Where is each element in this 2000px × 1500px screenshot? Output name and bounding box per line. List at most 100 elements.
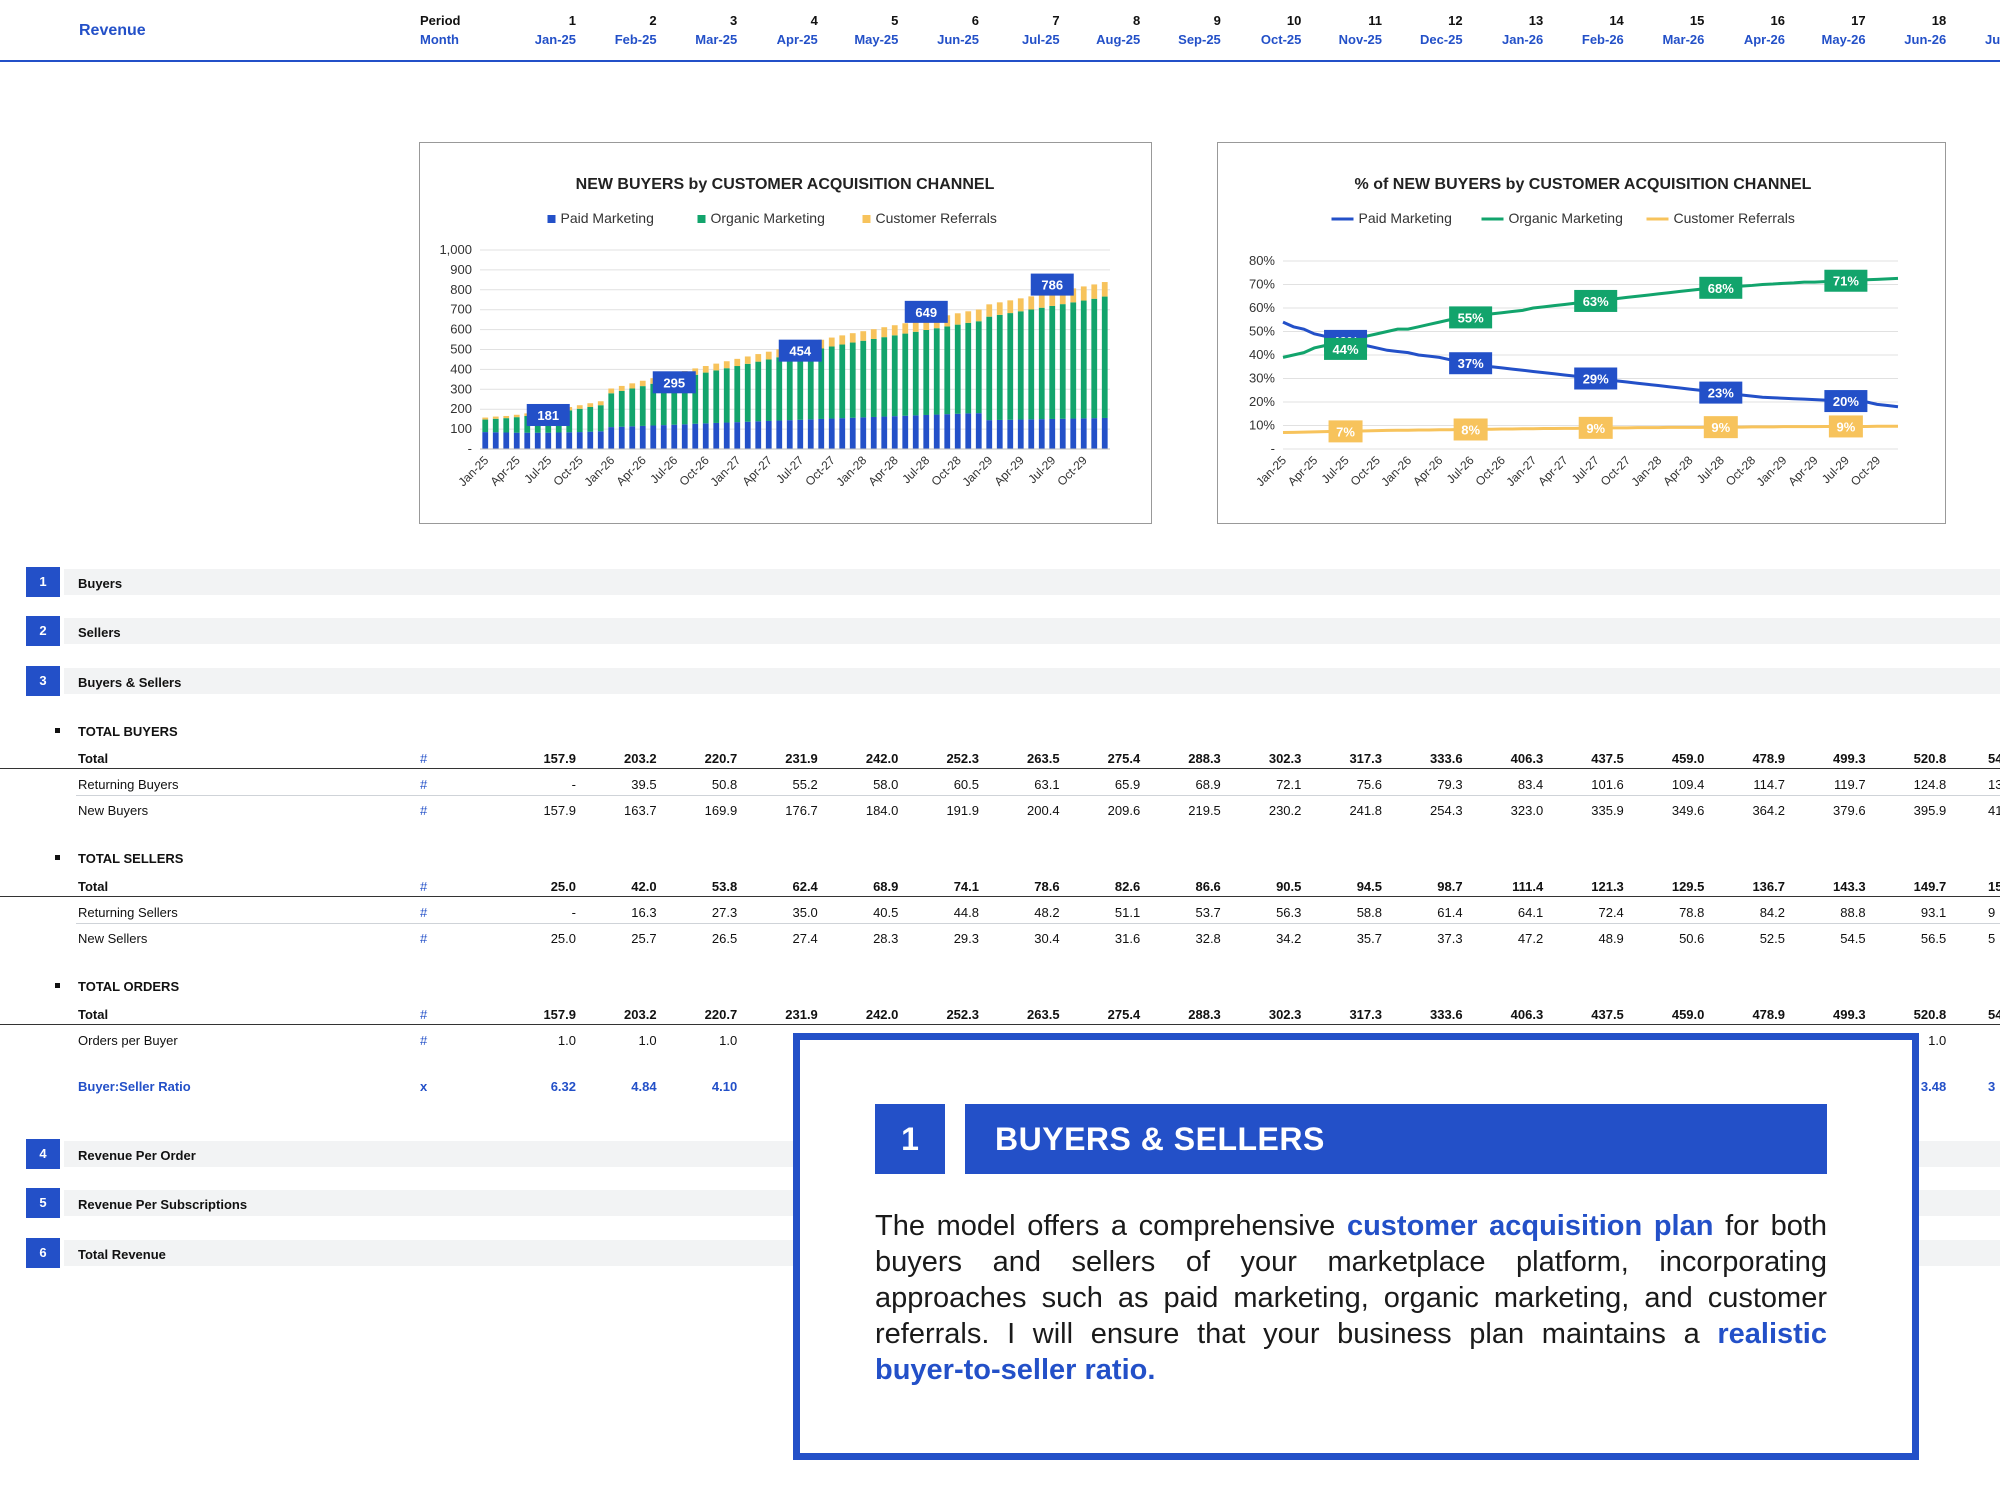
table-cell[interactable]: 58.8 — [1356, 905, 1382, 920]
table-cell[interactable]: 364.2 — [1752, 803, 1785, 818]
table-cell[interactable]: 53.8 — [711, 879, 738, 894]
table-cell[interactable]: 50.8 — [711, 777, 738, 792]
table-row[interactable]: Returning Buyers # - 39.5 50.8 55.2 58.0 60.5 63… — [0, 774, 2000, 794]
table-cell[interactable]: 78.8 — [1679, 905, 1705, 920]
table-cell[interactable]: 35.7 — [1356, 931, 1382, 946]
table-cell[interactable]: 317.3 — [1349, 1007, 1382, 1022]
table-cell[interactable]: 84.2 — [1759, 905, 1785, 920]
table-cell[interactable]: 29.3 — [953, 931, 979, 946]
table-cell[interactable]: 39.5 — [631, 777, 657, 792]
section-buyers-sellers[interactable]: 3 Buyers & Sellers — [26, 666, 2000, 696]
table-cell[interactable]: 68.9 — [873, 879, 899, 894]
table-cell[interactable]: 51.1 — [1114, 905, 1141, 920]
table-cell[interactable]: 56.3 — [1276, 905, 1302, 920]
table-cell[interactable]: 111.4 — [1512, 879, 1544, 894]
table-cell[interactable]: 48.2 — [1034, 905, 1060, 920]
table-cell[interactable]: 406.3 — [1510, 1007, 1544, 1022]
table-cell[interactable]: 520.8 — [1913, 751, 1947, 766]
table-cell[interactable]: 231.9 — [785, 1007, 818, 1022]
table-cell[interactable]: 478.9 — [1752, 1007, 1785, 1022]
table-cell[interactable]: 379.6 — [1833, 803, 1866, 818]
table-cell[interactable]: 242.0 — [865, 751, 899, 766]
table-cell[interactable]: 121.3 — [1591, 879, 1624, 894]
table-cell[interactable]: 41 — [1988, 803, 2000, 818]
table-cell[interactable]: 50.6 — [1679, 931, 1705, 946]
table-cell[interactable]: 93.1 — [1920, 905, 1947, 920]
table-cell[interactable]: 499.3 — [1833, 1007, 1866, 1022]
table-cell[interactable]: 499.3 — [1833, 751, 1866, 766]
table-cell[interactable]: 119.7 — [1834, 777, 1866, 792]
table-cell[interactable]: 15 — [1988, 879, 2000, 894]
section-sellers[interactable]: 2 Sellers — [26, 616, 2000, 646]
table-cell[interactable]: 242.0 — [865, 1007, 899, 1022]
table-cell[interactable]: 98.7 — [1437, 879, 1463, 894]
table-cell[interactable]: 4.10 — [711, 1079, 738, 1094]
table-row[interactable]: New Buyers #157.9 163.7 169.9 176.7 184.0 191.… — [0, 800, 2000, 820]
table-row[interactable]: Returning Sellers # - 16.3 27.3 35.0 40.5 44.8 4… — [0, 902, 2000, 922]
table-cell[interactable]: 335.9 — [1591, 803, 1624, 818]
table-cell[interactable]: 9 — [1988, 905, 1996, 920]
table-cell[interactable]: 101.6 — [1591, 777, 1624, 792]
table-cell[interactable]: 60.5 — [953, 777, 979, 792]
table-cell[interactable]: 35.0 — [792, 905, 818, 920]
table-cell[interactable]: 61.4 — [1437, 905, 1463, 920]
table-cell[interactable]: 48.9 — [1598, 931, 1624, 946]
table-cell[interactable]: 1.0 — [719, 1033, 738, 1048]
table-cell[interactable]: 47.2 — [1517, 931, 1544, 946]
table-cell[interactable]: 191.9 — [946, 803, 979, 818]
table-cell[interactable]: 83.4 — [1517, 777, 1544, 792]
table-cell[interactable]: 25.0 — [550, 879, 576, 894]
table-cell[interactable]: 6.32 — [550, 1079, 576, 1094]
table-cell[interactable]: 68.9 — [1195, 777, 1221, 792]
table-row[interactable]: Orders per Buyer #1.0 1.0 1.0 1.0 — [0, 1030, 2000, 1050]
table-cell[interactable]: 437.5 — [1591, 1007, 1624, 1022]
table-cell[interactable]: 32.8 — [1195, 931, 1221, 946]
table-cell[interactable]: 54.5 — [1840, 931, 1866, 946]
table-cell[interactable]: 349.6 — [1671, 803, 1705, 818]
table-cell[interactable]: 157.9 — [543, 1007, 576, 1022]
table-cell[interactable]: 254.3 — [1430, 803, 1463, 818]
table-cell[interactable]: 263.5 — [1027, 1007, 1060, 1022]
table-cell[interactable]: 1.0 — [557, 1033, 576, 1048]
table-cell[interactable]: 263.5 — [1027, 751, 1060, 766]
table-cell[interactable]: 3.48 — [1920, 1079, 1947, 1094]
table-cell[interactable]: - — [571, 777, 576, 792]
table-cell[interactable]: 30.4 — [1034, 931, 1060, 946]
table-cell[interactable]: 64.1 — [1517, 905, 1544, 920]
table-cell[interactable]: 56.5 — [1920, 931, 1947, 946]
table-cell[interactable]: 25.0 — [550, 931, 576, 946]
table-cell[interactable]: 288.3 — [1188, 751, 1221, 766]
table-cell[interactable]: 28.3 — [873, 931, 899, 946]
table-row[interactable]: Total #157.9 203.2 220.7 231.9 242.0 252.3 263.… — [0, 1004, 2000, 1025]
table-cell[interactable]: 149.7 — [1913, 879, 1947, 894]
table-cell[interactable]: 288.3 — [1188, 1007, 1221, 1022]
table-cell[interactable]: 78.6 — [1034, 879, 1060, 894]
table-cell[interactable]: 54 — [1988, 751, 2000, 766]
table-cell[interactable]: 437.5 — [1591, 751, 1624, 766]
table-cell[interactable]: 157.9 — [543, 751, 576, 766]
table-row[interactable]: Buyer:Seller Ratio x 6.32 4.84 4.10 3.48 3 — [0, 1076, 2000, 1096]
table-cell[interactable]: 275.4 — [1107, 1007, 1141, 1022]
table-cell[interactable]: 90.5 — [1276, 879, 1302, 894]
table-cell[interactable]: 25.7 — [631, 931, 657, 946]
table-cell[interactable]: 395.9 — [1913, 803, 1947, 818]
table-cell[interactable]: 143.3 — [1833, 879, 1866, 894]
table-cell[interactable]: 27.4 — [792, 931, 818, 946]
table-cell[interactable]: 55.2 — [792, 777, 818, 792]
table-cell[interactable]: 333.6 — [1430, 751, 1463, 766]
section-buyers[interactable]: 1 Buyers — [26, 567, 2000, 597]
table-cell[interactable]: 252.3 — [946, 1007, 979, 1022]
table-cell[interactable]: 302.3 — [1268, 751, 1302, 766]
table-cell[interactable]: 75.6 — [1356, 777, 1382, 792]
table-cell[interactable]: 86.6 — [1195, 879, 1221, 894]
table-cell[interactable]: 209.6 — [1107, 803, 1141, 818]
table-cell[interactable]: 5 — [1988, 931, 1996, 946]
table-cell[interactable]: 323.0 — [1510, 803, 1544, 818]
table-cell[interactable]: 478.9 — [1752, 751, 1785, 766]
table-cell[interactable]: 176.7 — [785, 803, 818, 818]
table-cell[interactable]: 79.3 — [1437, 777, 1463, 792]
table-cell[interactable]: 520.8 — [1913, 1007, 1947, 1022]
table-cell[interactable]: 169.9 — [704, 803, 738, 818]
table-cell[interactable]: 63.1 — [1034, 777, 1060, 792]
table-cell[interactable]: 317.3 — [1349, 751, 1382, 766]
